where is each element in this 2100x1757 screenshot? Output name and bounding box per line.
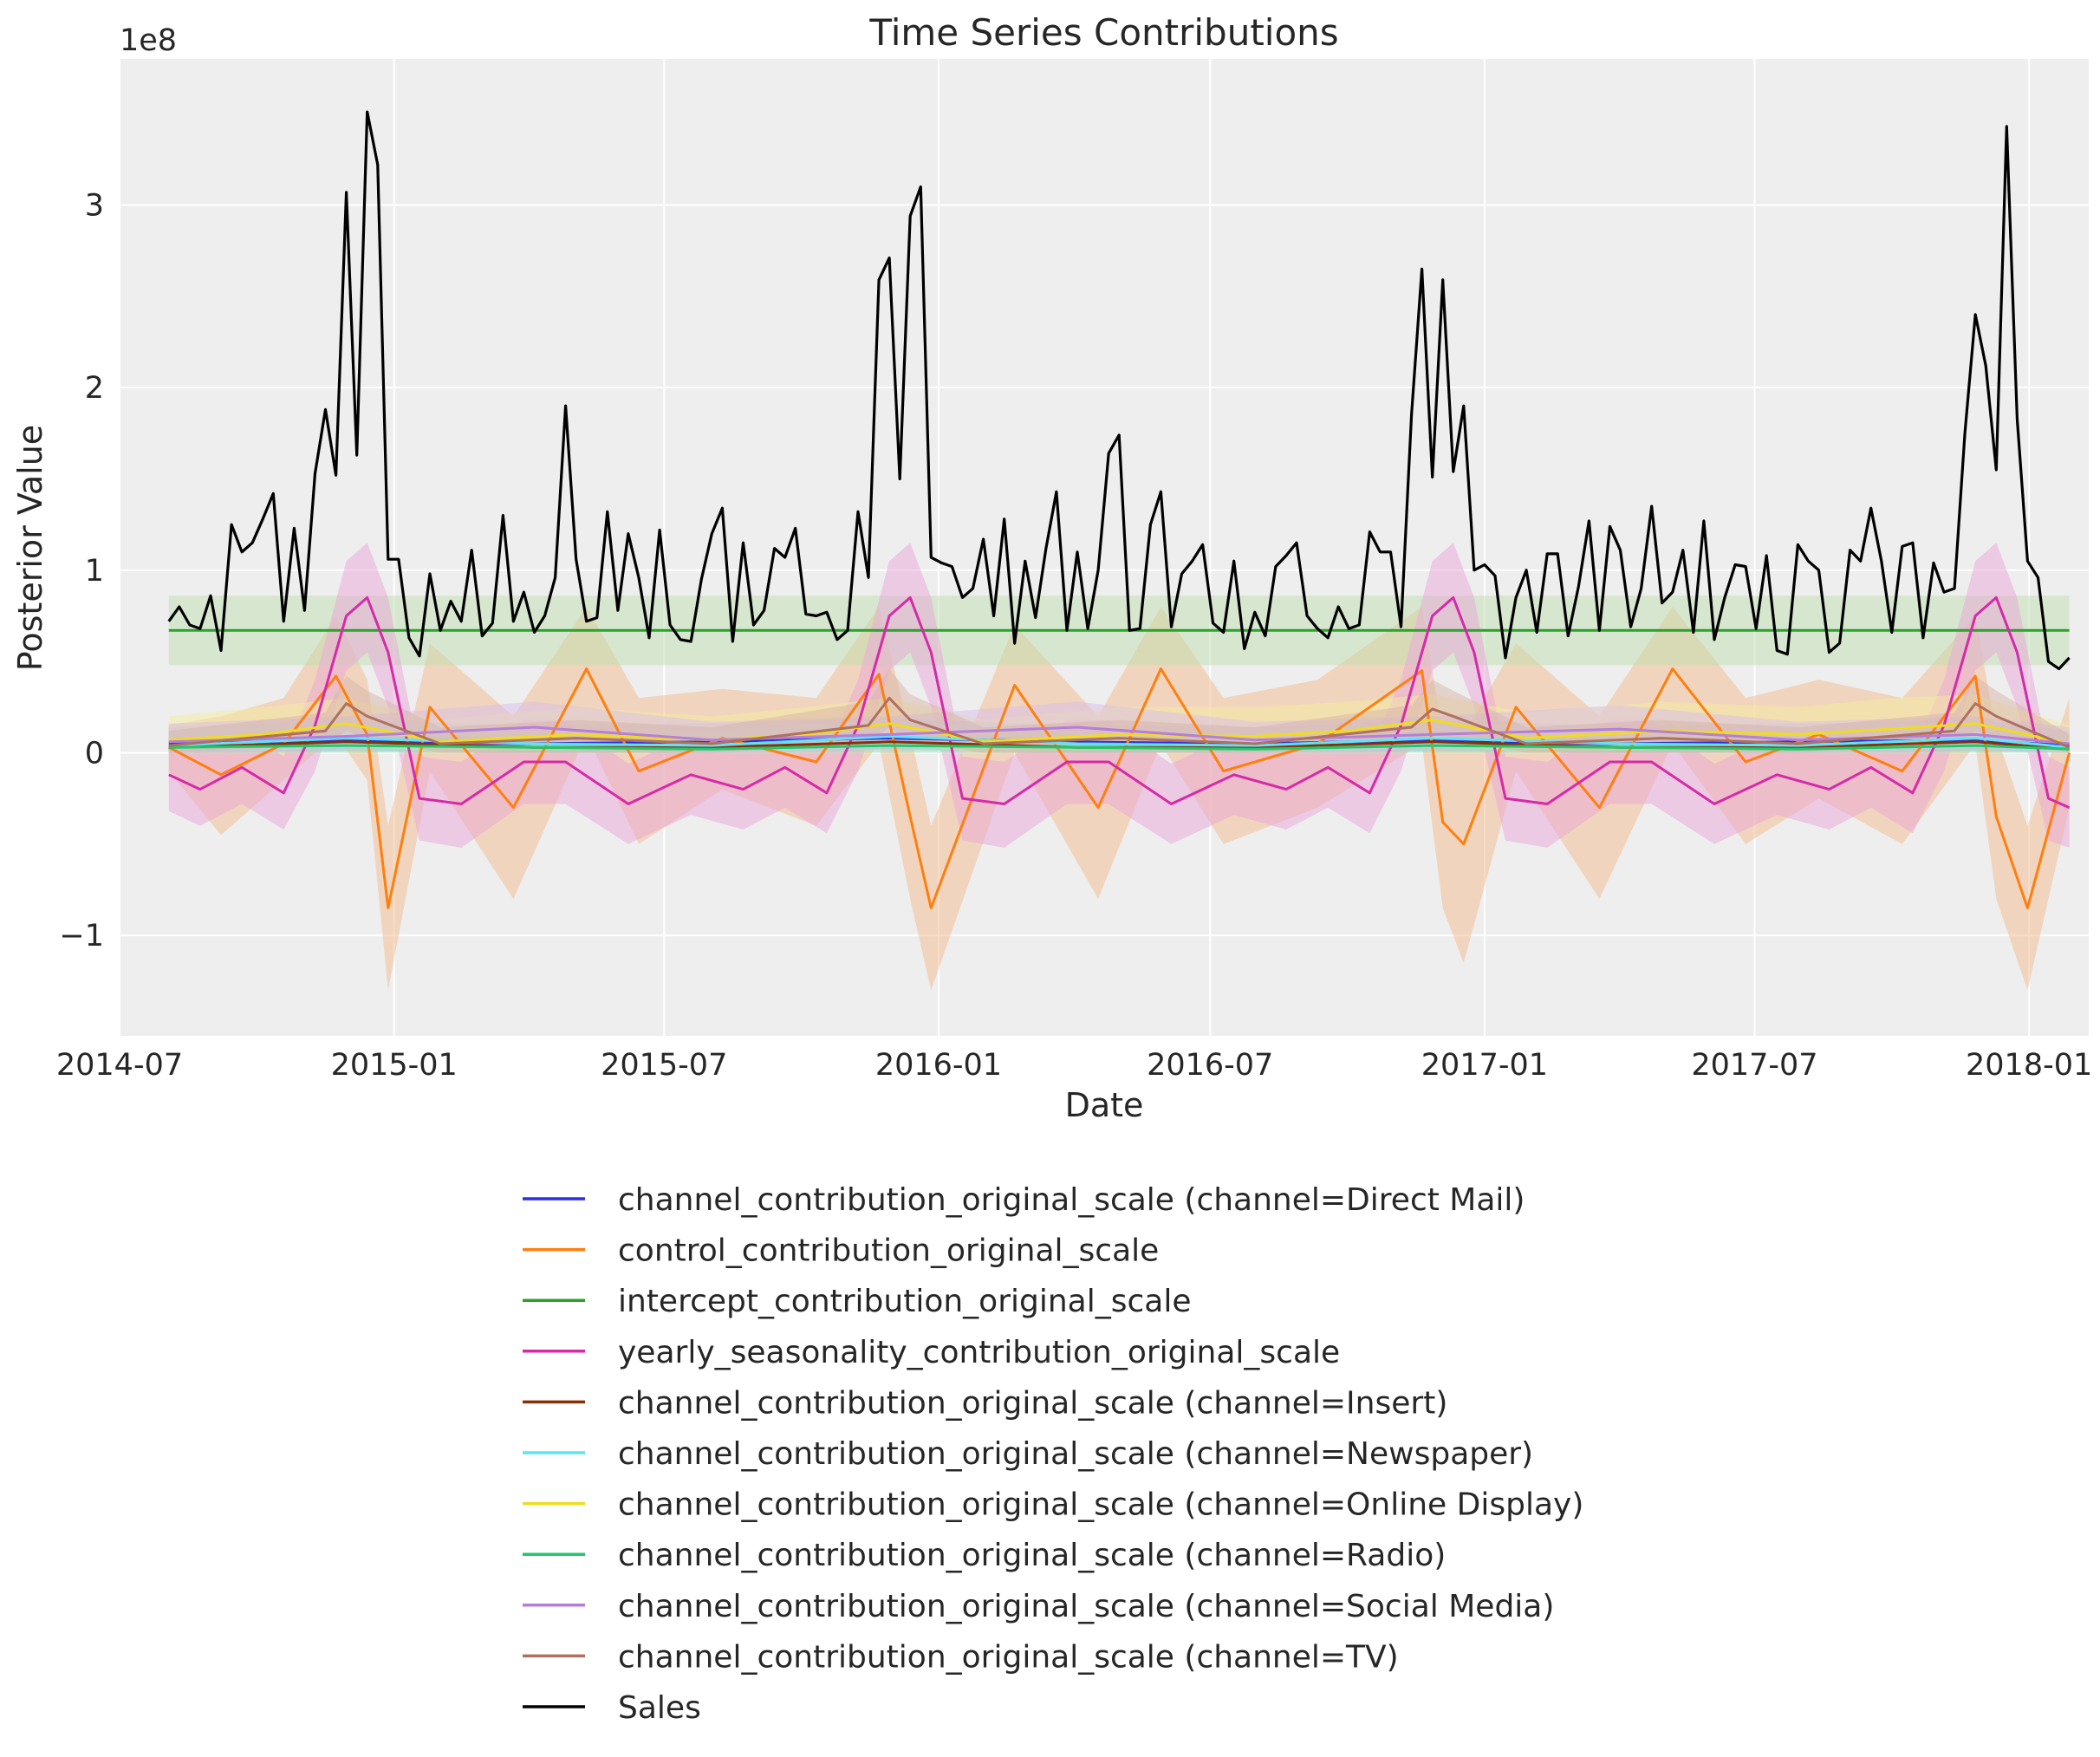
legend-item: Sales: [523, 1690, 701, 1726]
legend-item: channel_contribution_original_scale (cha…: [523, 1436, 1533, 1472]
x-tick-label: 2016-01: [875, 1048, 1002, 1083]
y-tick-label: 0: [85, 736, 104, 771]
x-tick-label: 2014-07: [56, 1048, 183, 1083]
line-channel-contribution-original-scale-channel-online-display: [168, 719, 2070, 745]
legend-label: channel_contribution_original_scale (cha…: [618, 1538, 1446, 1573]
x-tick-labels: 2014-07 2015-01 2015-07 2016-01 2016-07 2017-…: [56, 1048, 2092, 1083]
line-channel-contribution-original-scale-channel-social-media: [168, 726, 2070, 745]
x-axis-label: Date: [1065, 1086, 1144, 1124]
line-channel-contribution-original-scale-channel-newspaper: [168, 735, 2070, 749]
x-tick-label: 2015-07: [601, 1048, 727, 1083]
y-tick-label: 3: [85, 189, 104, 224]
legend-item: yearly_seasonality_contribution_original…: [523, 1335, 1340, 1370]
legend-item: channel_contribution_original_scale (cha…: [523, 1385, 1447, 1421]
legend-item: channel_contribution_original_scale (cha…: [523, 1589, 1554, 1624]
line-sales: [167, 110, 2071, 671]
legend-item: channel_contribution_original_scale (cha…: [523, 1538, 1446, 1573]
legend-label: channel_contribution_original_scale (cha…: [618, 1385, 1447, 1421]
legend-label: yearly_seasonality_contribution_original…: [618, 1335, 1340, 1370]
y-tick-label: −1: [59, 919, 104, 953]
legend-item: intercept_contribution_original_scale: [523, 1284, 1192, 1319]
legend: channel_contribution_original_scale (cha…: [523, 1182, 1583, 1726]
x-tick-label: 2017-07: [1691, 1048, 1817, 1083]
legend-label: channel_contribution_original_scale (cha…: [618, 1639, 1399, 1675]
line-channel-contribution-original-scale-channel-radio: [168, 744, 2070, 751]
legend-item: channel_contribution_original_scale (cha…: [523, 1639, 1399, 1675]
legend-label: channel_contribution_original_scale (cha…: [618, 1589, 1554, 1624]
y-tick-labels: −1 0 1 2 3: [59, 189, 104, 954]
chart-title: Time Series Contributions: [868, 11, 1338, 54]
y-offset-label: 1e8: [120, 23, 177, 58]
legend-label: channel_contribution_original_scale (cha…: [618, 1487, 1583, 1523]
legend-item: control_contribution_original_scale: [523, 1233, 1159, 1269]
y-axis-label: Posterior Value: [11, 425, 49, 671]
legend-label: control_contribution_original_scale: [618, 1233, 1159, 1269]
legend-item: channel_contribution_original_scale (cha…: [523, 1182, 1525, 1218]
legend-label: intercept_contribution_original_scale: [618, 1284, 1192, 1319]
legend-label: channel_contribution_original_scale (cha…: [618, 1436, 1533, 1472]
legend-item: channel_contribution_original_scale (cha…: [523, 1487, 1583, 1523]
line-yearly-seasonality-contribution-original-scale: [168, 595, 2071, 810]
band-channel-contribution-original-scale-channel-tv: [168, 668, 2070, 753]
y-tick-label: 2: [85, 371, 104, 406]
series-lines: [167, 110, 2071, 909]
x-tick-label: 2015-01: [331, 1048, 458, 1083]
x-tick-label: 2017-01: [1421, 1048, 1548, 1083]
legend-label: channel_contribution_original_scale (cha…: [618, 1182, 1525, 1218]
x-tick-label: 2016-07: [1147, 1048, 1273, 1083]
x-tick-label: 2018-01: [1966, 1048, 2092, 1083]
legend-label: Sales: [618, 1690, 701, 1726]
line-channel-contribution-original-scale-channel-tv: [168, 696, 2071, 749]
y-tick-label: 1: [85, 554, 104, 589]
